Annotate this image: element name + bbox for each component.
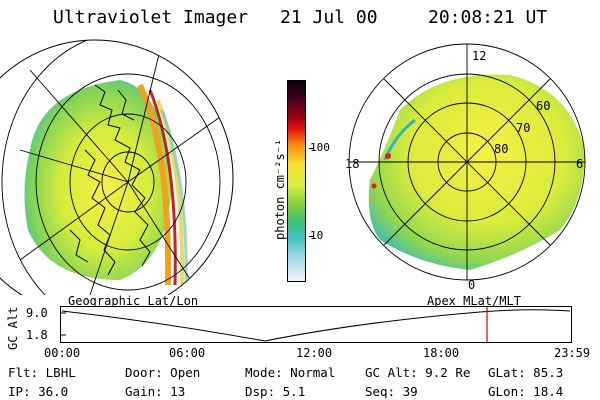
status-flt: Flt: LBHL: [8, 365, 76, 380]
colorbar-tick-mark: [309, 148, 314, 149]
status-dsp: Dsp: 5.1: [245, 384, 306, 399]
date-label: 21 Jul 00: [280, 7, 378, 28]
altitude-plot: [60, 306, 572, 343]
time-tick-0600: 06:00: [169, 346, 206, 360]
mlt-label-0: 0: [468, 278, 475, 292]
status-seq: Seq: 39: [365, 384, 418, 399]
geographic-image: [0, 39, 234, 295]
colorbar: [287, 80, 306, 282]
altitude-tick-9: 9.0: [26, 306, 48, 320]
colorbar-tick-100: 100: [310, 141, 330, 154]
mlat-label-60: 60: [536, 99, 550, 113]
colorbar-tick-mark: [309, 236, 314, 237]
time-tick-1200: 12:00: [296, 346, 333, 360]
status-door: Door: Open: [125, 365, 201, 380]
time-tick-1800: 18:00: [423, 346, 460, 360]
status-ip: IP: 36.0: [8, 384, 69, 399]
mlt-label-18: 18: [345, 157, 359, 171]
colorbar-tick-10: 10: [310, 229, 324, 242]
time-label: 20:08:21 UT: [428, 7, 548, 28]
right-panel-label: Apex MLat/MLT: [427, 294, 521, 308]
mlat-label-70: 70: [516, 121, 530, 135]
time-tick-2359: 23:59: [554, 346, 591, 360]
altitude-axis-label: GC Alt: [6, 306, 20, 350]
mlt-label-12: 12: [472, 49, 486, 63]
polar-plot: 12 18 6 0 60 70 80: [345, 43, 586, 292]
status-gain: Gain: 13: [125, 384, 186, 399]
mlt-label-6: 6: [576, 157, 583, 171]
time-tick-0000: 00:00: [44, 346, 81, 360]
colorbar-unit-label: photon cm⁻²s⁻¹: [273, 138, 287, 240]
instrument-title: Ultraviolet Imager: [53, 7, 249, 28]
status-glat: GLat: 85.3: [488, 365, 564, 380]
status-gc-alt: GC Alt: 9.2 Re: [365, 365, 471, 380]
mlat-label-80: 80: [494, 142, 508, 156]
altitude-tick-1-8: 1.8: [26, 328, 48, 342]
status-glon: GLon: 18.4: [488, 384, 564, 399]
status-mode: Mode: Normal: [245, 365, 336, 380]
left-panel-label: Geographic Lat/Lon: [68, 294, 199, 308]
